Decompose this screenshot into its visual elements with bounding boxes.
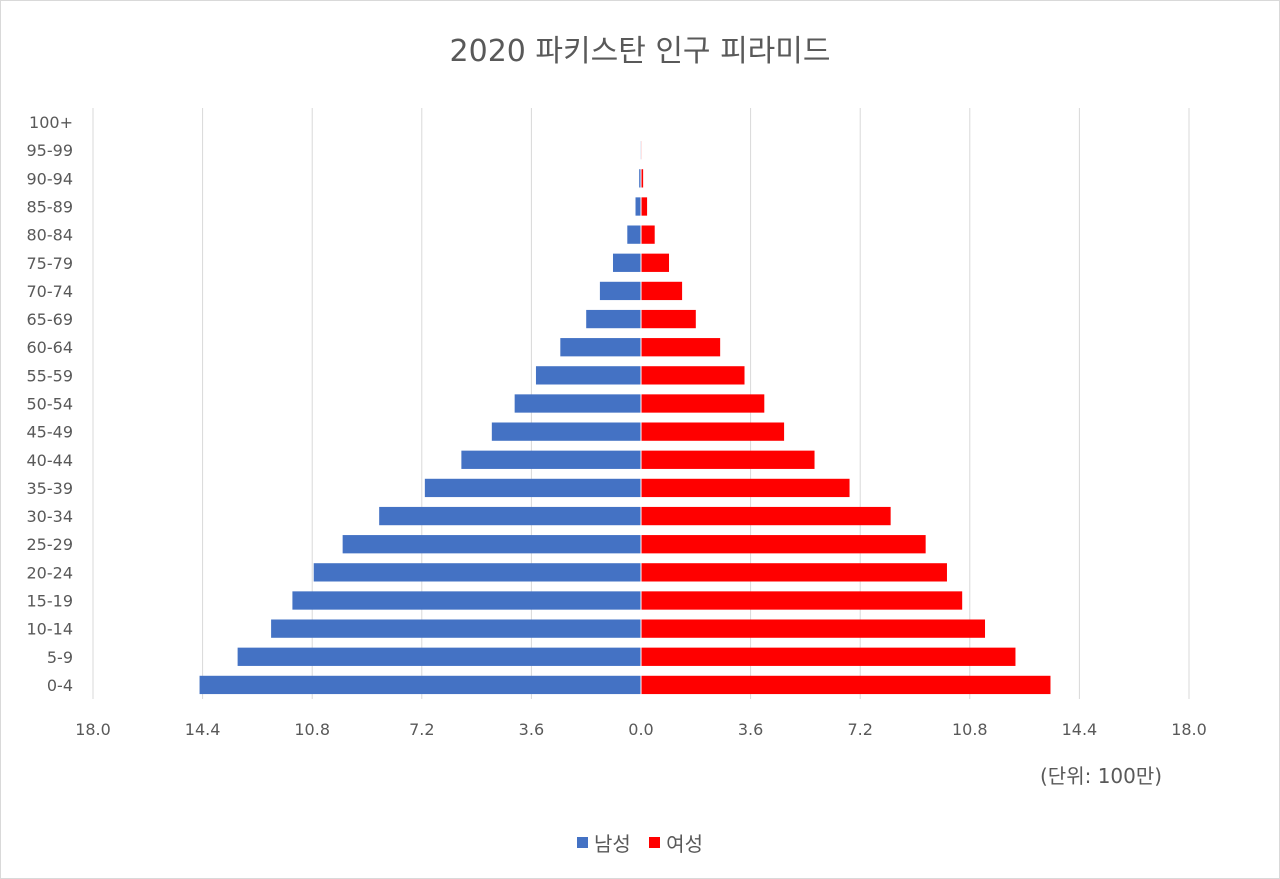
x-tick-label: 7.2 — [409, 720, 434, 739]
legend-label-male: 남성 — [594, 832, 631, 856]
unit-note: (단위: 100만) — [1040, 764, 1163, 788]
category-label: 75-79 — [27, 254, 74, 273]
bar-male — [560, 338, 641, 357]
bar-female — [641, 675, 1051, 695]
bar-male — [635, 197, 641, 216]
category-label: 15-19 — [27, 592, 74, 611]
x-tick-label: 7.2 — [847, 720, 872, 739]
legend: 남성 여성 — [0, 828, 1280, 857]
bar-male — [237, 647, 641, 666]
category-label: 25-29 — [27, 535, 74, 554]
bar-male — [199, 675, 642, 695]
category-label: 45-49 — [27, 423, 74, 442]
bar-male — [271, 619, 641, 638]
bar-female — [641, 225, 655, 244]
category-label: 55-59 — [27, 366, 74, 385]
bar-female — [641, 506, 891, 526]
bar-female — [641, 450, 815, 469]
bar-male — [639, 169, 641, 188]
category-label: 65-69 — [27, 310, 74, 329]
bar-female — [641, 338, 721, 357]
bar-female — [641, 422, 785, 441]
category-label: 90-94 — [27, 169, 74, 188]
category-label: 95-99 — [27, 141, 74, 160]
bar-female — [641, 563, 947, 582]
bar-female — [641, 647, 1016, 666]
bar-female — [641, 169, 644, 188]
x-tick-label: 3.6 — [519, 720, 544, 739]
legend-item-male: 남성 — [577, 828, 631, 857]
category-label: 40-44 — [27, 451, 74, 470]
category-label-layer: 100+ 95-99 90-94 85-89 80-84 75-79 70-74 65-69 6… — [27, 113, 74, 695]
bar-female — [641, 281, 683, 301]
x-tick-label: 10.8 — [294, 720, 330, 739]
bar-female — [641, 478, 850, 498]
bar-male — [313, 563, 641, 582]
bar-female — [641, 591, 963, 610]
category-label: 30-34 — [27, 507, 74, 526]
bar-female — [641, 253, 670, 272]
category-label: 85-89 — [27, 198, 74, 217]
category-label: 10-14 — [27, 620, 74, 639]
bar-female — [641, 394, 765, 413]
x-tick-label: 18.0 — [75, 720, 111, 739]
x-tick-label: 14.4 — [185, 720, 221, 739]
bar-male — [461, 450, 641, 469]
bar-male — [535, 366, 641, 385]
category-label: 70-74 — [27, 282, 74, 301]
bar-female — [641, 197, 648, 216]
category-label: 5-9 — [47, 648, 73, 667]
bar-male — [491, 422, 641, 441]
x-tick-label: 10.8 — [952, 720, 988, 739]
bar-male — [379, 506, 641, 526]
bar-female — [641, 535, 926, 554]
bar-male — [627, 225, 641, 244]
bar-male — [514, 394, 641, 413]
bar-female — [641, 309, 696, 329]
bar-female — [641, 619, 986, 638]
category-label: 100+ — [29, 113, 73, 132]
x-tick-label: 14.4 — [1062, 720, 1098, 739]
bar-male — [424, 478, 641, 498]
bar-male — [586, 309, 641, 329]
category-label: 20-24 — [27, 563, 74, 582]
category-label: 60-64 — [27, 338, 74, 357]
category-label: 80-84 — [27, 226, 74, 245]
bar-layer — [199, 108, 1051, 699]
category-label: 35-39 — [27, 479, 74, 498]
bar-male — [612, 253, 641, 272]
bar-male — [599, 281, 641, 301]
legend-label-female: 여성 — [666, 832, 703, 856]
bar-female — [641, 366, 745, 385]
legend-swatch-female — [649, 837, 661, 848]
x-tick-label: 3.6 — [738, 720, 763, 739]
x-tick-label: 18.0 — [1171, 720, 1207, 739]
legend-swatch-male — [577, 837, 588, 848]
x-tick-label: 0.0 — [628, 720, 653, 739]
chart-title: 2020 파키스탄 인구 피라미드 — [449, 34, 831, 69]
tick-label-layer: 18.0 14.4 10.8 7.2 3.6 0.0 3.6 7.2 10.8 14.4 18.0 — [75, 720, 1207, 739]
category-label: 50-54 — [27, 395, 74, 414]
bar-male — [292, 591, 641, 610]
category-label: 0-4 — [47, 676, 73, 695]
legend-item-female: 여성 — [649, 828, 703, 857]
bar-male — [342, 535, 641, 554]
